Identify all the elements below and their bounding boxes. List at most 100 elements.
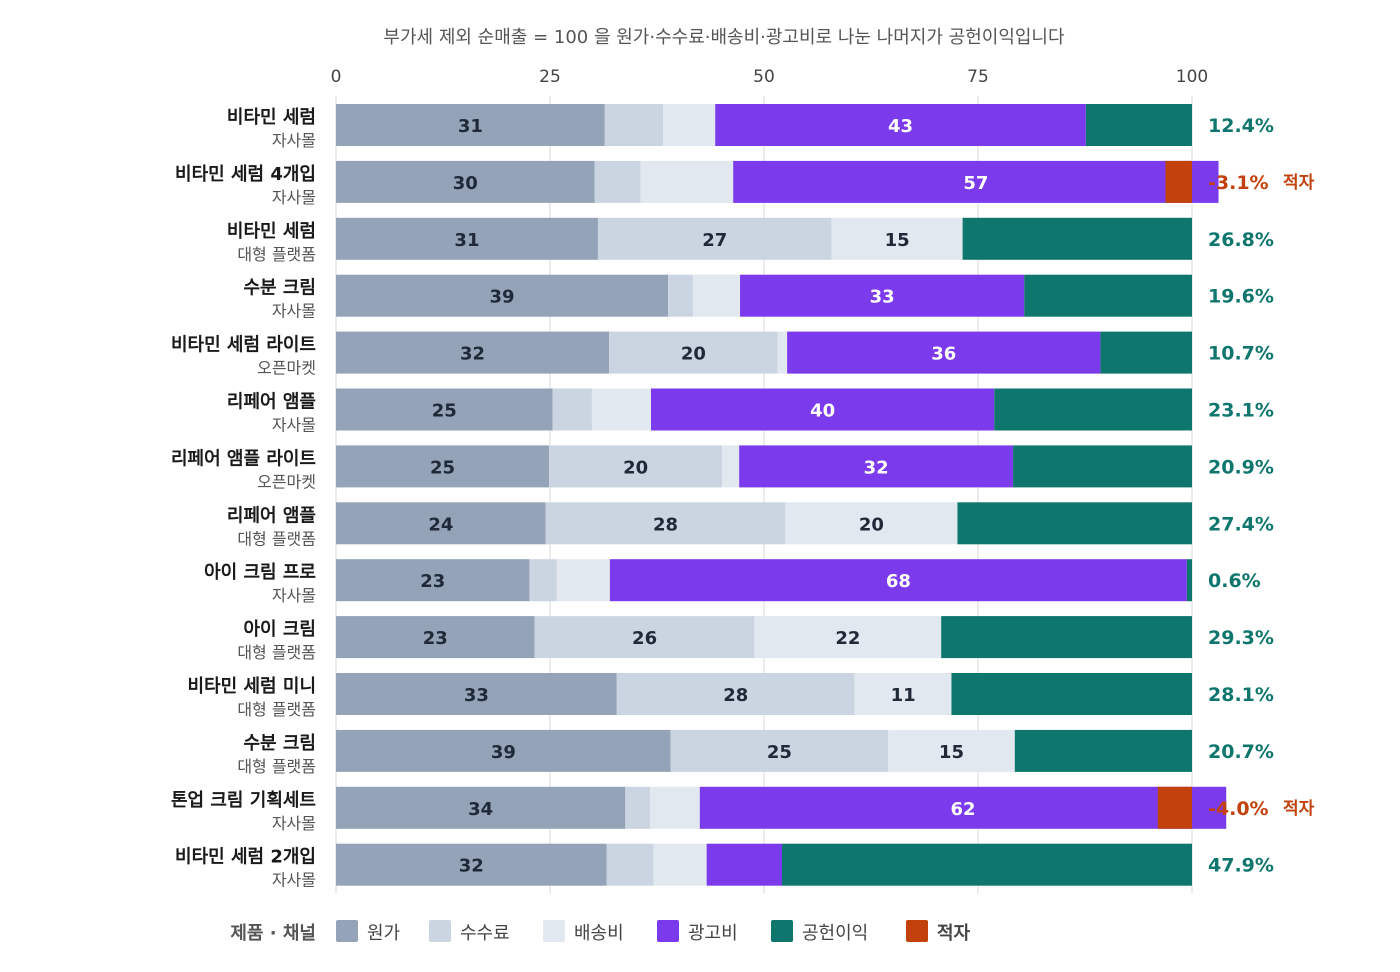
bar-segment — [640, 160, 734, 203]
legend: 제품 · 채널 원가 수수료 배송비 광고비 공헌이익 적자 — [230, 920, 971, 944]
loss-label: 적자 — [1283, 173, 1315, 193]
bar-segment — [715, 104, 1086, 146]
channel-label: 오픈마켓 — [257, 472, 316, 491]
margin-label: 28.1% — [1208, 684, 1274, 706]
x-tick-label: 25 — [539, 67, 561, 87]
segment-label: 68 — [886, 571, 911, 592]
legend-label: 공헌이익 — [802, 923, 868, 944]
legend-label: 원가 — [367, 923, 400, 944]
bar-segment — [625, 786, 651, 829]
bar-segment — [754, 616, 942, 659]
margin-label: 10.7% — [1208, 343, 1274, 365]
legend-swatch — [657, 920, 679, 942]
x-tick-label: 0 — [331, 67, 342, 87]
legend-label: 적자 — [937, 923, 971, 944]
bar-segment — [336, 616, 535, 659]
bar-segment — [722, 445, 740, 488]
margin-label: 29.3% — [1208, 627, 1274, 649]
bar-segment — [336, 160, 595, 203]
bar-segment — [888, 729, 1015, 772]
bar-segment — [831, 217, 963, 260]
segment-label: 34 — [468, 799, 493, 820]
segment-label: 39 — [490, 287, 515, 308]
segment-label: 24 — [428, 514, 453, 535]
channel-label: 대형 플랫폼 — [237, 529, 316, 548]
bar-segment — [336, 388, 553, 431]
segment-label: 33 — [870, 287, 895, 308]
segment-label: 23 — [420, 571, 445, 592]
bar-segment — [854, 673, 952, 715]
bar-segment — [609, 331, 778, 374]
segment-label: 40 — [810, 401, 835, 422]
bar-segment — [609, 559, 1187, 602]
segment-label: 20 — [859, 514, 884, 535]
segment-label: 32 — [459, 856, 484, 877]
product-label: 비타민 세럼 — [227, 221, 316, 242]
bar-segment — [552, 388, 592, 431]
segment-label: 25 — [432, 401, 457, 422]
bar-segment — [1186, 559, 1192, 602]
segment-label: 20 — [623, 457, 648, 478]
bar-segment — [336, 274, 669, 317]
channel-label: 대형 플랫폼 — [237, 245, 316, 264]
segment-label: 15 — [885, 230, 910, 251]
legend-title: 제품 · 채널 — [230, 923, 316, 944]
bar-segment — [606, 843, 654, 886]
bar-segment — [733, 160, 1219, 203]
segment-label: 28 — [723, 685, 748, 706]
channel-label: 대형 플랫폼 — [237, 643, 316, 662]
channel-label: 자사몰 — [272, 586, 316, 605]
channel-label: 자사몰 — [272, 416, 316, 435]
x-axis-ticks: 0 25 50 75 100 — [331, 67, 1209, 87]
segment-label: 39 — [491, 742, 516, 763]
chart-title: 부가세 제외 순매출 = 100 을 원가·수수료·배송비·광고비로 나눈 나머… — [383, 27, 1065, 48]
channel-label: 자사몰 — [272, 302, 316, 321]
bar-segment — [545, 502, 786, 545]
segment-label: 57 — [963, 173, 988, 194]
bar-segment — [1085, 104, 1192, 146]
bar-segment — [651, 388, 995, 431]
segment-label: 36 — [931, 344, 956, 365]
segment-label: 27 — [702, 230, 727, 251]
legend-swatch — [429, 920, 451, 942]
bar-segment — [336, 843, 607, 886]
segment-label: 43 — [888, 116, 913, 137]
legend-swatch — [336, 920, 358, 942]
bar-segment — [781, 843, 1192, 886]
bar-segment — [650, 786, 700, 829]
bar-segment — [597, 217, 832, 260]
bar-segment — [534, 616, 755, 659]
bar-segment — [1100, 331, 1192, 374]
product-label: 아이 크림 프로 — [204, 562, 316, 583]
bar-segment — [616, 673, 855, 715]
segment-label: 30 — [453, 173, 478, 194]
bar-segment — [336, 502, 546, 545]
margin-label: 19.6% — [1208, 286, 1274, 308]
bar-segment — [604, 104, 663, 146]
segment-label: 20 — [681, 344, 706, 365]
bar-segment — [699, 786, 1227, 829]
channel-label: 대형 플랫폼 — [237, 757, 316, 776]
segment-label: 32 — [864, 457, 889, 478]
margin-label: 47.9% — [1208, 855, 1274, 877]
segment-label: 31 — [458, 116, 483, 137]
segment-label: 22 — [835, 628, 860, 649]
segment-label: 25 — [767, 742, 792, 763]
margin-label: -3.1% — [1208, 172, 1269, 194]
bar-segment — [785, 502, 958, 545]
product-label: 비타민 세럼 4개입 — [175, 163, 316, 185]
bar-segment — [336, 729, 671, 772]
segment-label: 28 — [653, 514, 678, 535]
bar-segment — [994, 388, 1192, 431]
